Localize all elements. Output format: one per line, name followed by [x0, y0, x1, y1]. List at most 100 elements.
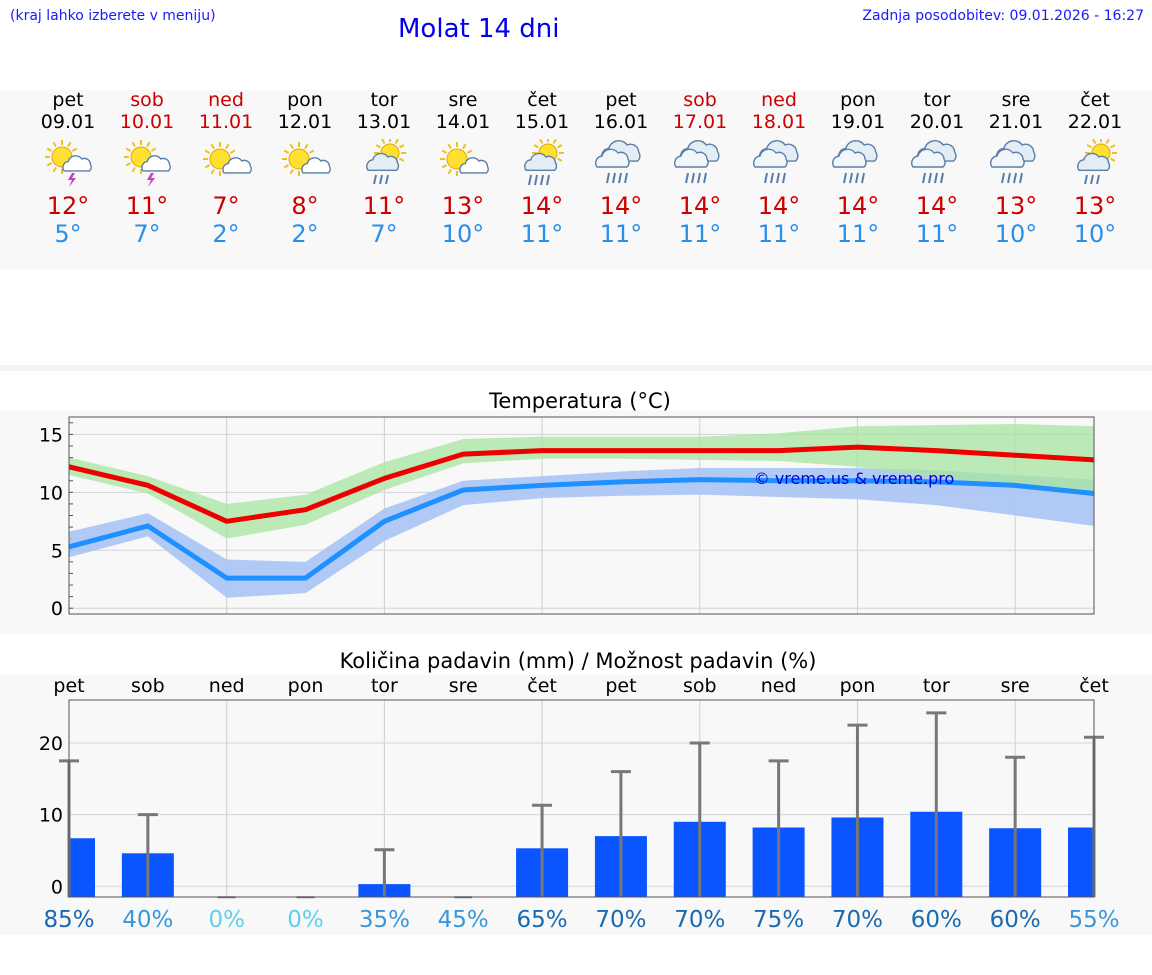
- precipitation-probability: 60%: [990, 907, 1041, 933]
- temperature-y-tick-label: 15: [39, 424, 63, 446]
- precipitation-probability: 65%: [517, 907, 568, 933]
- max-temperature-range-band: [69, 423, 1094, 539]
- day-forecast-1: sob 10.01 11° 7°: [108, 89, 186, 249]
- precipitation-day-label: sre: [449, 675, 478, 697]
- day-date: 18.01: [751, 111, 807, 133]
- cloud-rain-icon: [911, 140, 957, 184]
- precipitation-probability: 85%: [43, 907, 94, 933]
- day-date: 16.01: [593, 111, 649, 133]
- max-temperature: 13°: [994, 192, 1038, 220]
- max-temperature: 14°: [915, 192, 959, 220]
- min-temperature: 7°: [370, 220, 398, 248]
- day-forecast-12: sre 21.01 13° 10°: [977, 89, 1055, 249]
- precipitation-probability: 60%: [911, 907, 962, 933]
- day-date: 19.01: [830, 111, 886, 133]
- day-forecast-10: pon 19.01 14° 11°: [819, 89, 897, 249]
- day-date: 15.01: [514, 111, 570, 133]
- day-forecast-0: pet 09.01 12° 5°: [29, 89, 107, 249]
- day-name: čet: [527, 89, 557, 111]
- cloud-rain-icon: [990, 140, 1036, 184]
- day-name: tor: [370, 89, 398, 111]
- max-temperature: 14°: [599, 192, 643, 220]
- precipitation-plot-frame: [68, 699, 1095, 898]
- min-temperature: 11°: [599, 220, 643, 248]
- day-date: 22.01: [1067, 111, 1123, 133]
- precipitation-bar: [69, 838, 95, 898]
- sun-cloud-heavy-rain-icon: [524, 139, 564, 186]
- max-temperature: 13°: [1073, 192, 1117, 220]
- min-temperature: 10°: [1073, 220, 1117, 248]
- max-temperature: 14°: [678, 192, 722, 220]
- max-temperature: 14°: [757, 192, 801, 220]
- day-forecast-6: čet 15.01 14° 11°: [503, 89, 581, 249]
- precipitation-y-tick-label: 0: [51, 876, 63, 898]
- temperature-chart-title: Temperatura (°C): [488, 389, 671, 413]
- day-date: 11.01: [198, 111, 254, 133]
- page-title: Molat 14 dni: [398, 14, 560, 44]
- day-date: 17.01: [672, 111, 728, 133]
- precipitation-day-label: pet: [605, 675, 636, 697]
- sun-cloud-rain-icon: [366, 139, 406, 185]
- day-name: pet: [52, 89, 84, 111]
- precipitation-day-label: pet: [53, 675, 84, 697]
- cloud-rain-icon: [595, 140, 641, 184]
- day-forecast-5: sre 14.01 13° 10°: [424, 89, 502, 249]
- temperature-chart: Temperatura (°C) 0 5 10 15 © vreme.us & vrem…: [39, 389, 1095, 620]
- day-name: sob: [130, 89, 164, 111]
- precipitation-probability: 70%: [595, 907, 646, 933]
- min-temperature: 7°: [133, 220, 161, 248]
- max-temperature: 12°: [46, 192, 90, 220]
- sun-cloud-thunder-icon: [45, 140, 92, 187]
- sun-cloud-icon: [282, 142, 331, 176]
- max-temperature: 8°: [291, 192, 319, 220]
- day-name: sre: [448, 89, 478, 111]
- temperature-y-tick-label: 5: [51, 540, 63, 562]
- day-forecast-11: tor 20.01 14° 11°: [898, 89, 976, 249]
- cloud-rain-icon: [674, 140, 720, 184]
- day-name: sob: [683, 89, 717, 111]
- sun-cloud-icon: [203, 142, 252, 176]
- max-temperature: 14°: [836, 192, 880, 220]
- day-name: pon: [840, 89, 876, 111]
- day-forecast-4: tor 13.01 11° 7°: [345, 89, 423, 249]
- precipitation-day-label: sob: [683, 675, 717, 697]
- precipitation-bar: [1068, 827, 1094, 898]
- min-temperature: 11°: [757, 220, 801, 248]
- precipitation-probability: 70%: [832, 907, 883, 933]
- location-menu-hint: (kraj lahko izberete v meniju): [10, 8, 216, 24]
- temperature-y-tick-label: 0: [51, 598, 63, 620]
- max-temperature: 11°: [362, 192, 406, 220]
- day-forecast-13: čet 22.01 13° 10°: [1056, 89, 1134, 249]
- day-date: 09.01: [40, 111, 96, 133]
- precipitation-probability: 45%: [438, 907, 489, 933]
- day-name: čet: [1080, 89, 1110, 111]
- day-name: pet: [605, 89, 637, 111]
- day-forecast-3: pon 12.01 8° 2°: [266, 89, 344, 249]
- precipitation-y-tick-label: 20: [39, 733, 63, 755]
- temperature-y-tick-label: 10: [39, 482, 63, 504]
- day-forecast-8: sob 17.01 14° 11°: [661, 89, 739, 249]
- cloud-rain-icon: [832, 140, 878, 184]
- precipitation-day-label: tor: [923, 675, 950, 697]
- day-forecast-7: pet 16.01 14° 11°: [582, 89, 660, 249]
- day-name: tor: [923, 89, 951, 111]
- max-temperature: 13°: [441, 192, 485, 220]
- cloud-rain-icon: [753, 140, 799, 184]
- section-divider: [0, 365, 1152, 371]
- min-temperature: 11°: [915, 220, 959, 248]
- precipitation-chart: Količina padavin (mm) / Možnost padavin …: [39, 649, 1120, 933]
- sun-cloud-rain-icon: [1077, 139, 1117, 185]
- precipitation-probability: 35%: [359, 907, 410, 933]
- day-name: sre: [1001, 89, 1031, 111]
- daily-forecast-strip: [0, 90, 1152, 270]
- precipitation-probability: 40%: [122, 907, 173, 933]
- day-date: 14.01: [435, 111, 491, 133]
- day-name: pon: [287, 89, 323, 111]
- day-date: 12.01: [277, 111, 333, 133]
- min-temperature: 11°: [520, 220, 564, 248]
- precipitation-day-label: sre: [1001, 675, 1030, 697]
- precipitation-day-label: pon: [288, 675, 324, 697]
- max-temperature: 7°: [212, 192, 240, 220]
- precipitation-day-label: ned: [209, 675, 245, 697]
- min-temperature-line: [68, 477, 1095, 581]
